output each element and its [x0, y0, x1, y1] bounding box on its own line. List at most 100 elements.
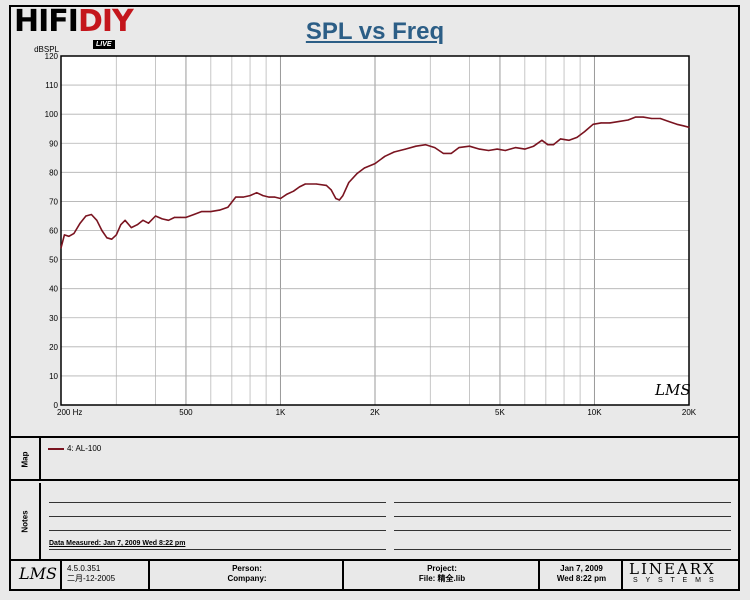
notes-label: Notes: [11, 483, 41, 559]
data-point: [279, 197, 282, 200]
data-point: [106, 237, 108, 239]
data-point: [227, 206, 229, 208]
data-point: [185, 216, 187, 218]
data-point: [262, 195, 264, 197]
version: 4.5.0.351: [67, 564, 101, 573]
data-point: [161, 218, 163, 220]
footer-logo-cell: LMS: [11, 559, 62, 589]
footer: [11, 559, 738, 590]
data-point: [73, 232, 75, 234]
data-point: [415, 145, 417, 147]
data-point: [338, 199, 340, 201]
data-point: [547, 144, 549, 146]
data-point: [174, 216, 176, 218]
data-point: [256, 192, 258, 194]
data-point: [292, 190, 295, 192]
data-point: [524, 148, 526, 150]
footer-version-cell: 4.5.0.351 二月-12-2005: [62, 559, 150, 589]
data-point: [60, 247, 62, 249]
data-point: [342, 195, 344, 197]
data-point: [179, 216, 181, 218]
data-point: [496, 148, 498, 150]
legend-entry: 4: AL-100: [67, 444, 102, 453]
data-point: [115, 234, 117, 236]
data-point: [63, 234, 65, 236]
y-tick-label: 110: [45, 81, 58, 90]
data-point: [111, 238, 113, 240]
data-point: [120, 224, 122, 226]
company-label: Company:: [227, 574, 267, 583]
data-point: [576, 136, 578, 138]
data-point: [600, 122, 602, 124]
y-tick-label: 120: [45, 52, 59, 61]
data-point: [274, 196, 276, 198]
data-point: [235, 196, 237, 198]
data-point: [335, 197, 337, 200]
data-point: [315, 183, 317, 185]
data-point: [434, 147, 436, 149]
data-point: [541, 139, 543, 141]
data-point: [688, 126, 690, 128]
project-label: Project:: [427, 564, 457, 573]
data-point: [634, 116, 637, 118]
data-point: [450, 152, 452, 154]
data-point: [330, 189, 332, 191]
legend-swatch: [48, 447, 64, 450]
data-point: [68, 235, 70, 237]
data-point: [136, 224, 138, 226]
data-point: [514, 147, 517, 149]
plot-border: [60, 55, 690, 406]
y-tick-label: 90: [49, 139, 58, 148]
data-point: [85, 215, 87, 217]
version-date: 二月-12-2005: [67, 574, 116, 583]
linearx-logo: LINEARX: [629, 560, 716, 578]
brand-logo: HIFIDIY: [14, 4, 134, 39]
data-point: [533, 145, 535, 147]
footer-time: Wed 8:22 pm: [556, 574, 607, 583]
data-point: [618, 120, 620, 122]
y-tick-label: 60: [49, 227, 58, 236]
lms-logo: LMS: [19, 564, 57, 583]
y-tick-label: 80: [49, 168, 58, 177]
x-tick-label: 500: [179, 408, 193, 417]
data-point: [210, 211, 212, 213]
data-point: [298, 186, 301, 188]
data-point: [304, 183, 306, 185]
data-point: [147, 222, 150, 224]
data-point: [242, 196, 244, 198]
data-point: [374, 163, 376, 165]
footer-project-cell: Project: File: 精全.lib: [344, 559, 540, 589]
y-tick-label: 30: [49, 314, 58, 323]
data-point: [676, 123, 678, 125]
x-tick-label: 10K: [587, 408, 602, 417]
data-point: [154, 215, 157, 217]
y-tick-label: 40: [49, 285, 58, 294]
data-point: [560, 138, 562, 140]
series-line: [60, 116, 690, 249]
data-point: [488, 149, 490, 152]
x-tick-label: 5K: [495, 408, 505, 417]
data-point: [96, 219, 98, 221]
footer-brand-cell: LINEARX S Y S T E M S: [623, 559, 738, 589]
chart-title: SPL vs Freq: [305, 18, 445, 45]
data-point: [642, 116, 644, 118]
map-label: Map: [11, 438, 41, 481]
data-point: [627, 119, 629, 121]
data-point: [200, 211, 202, 213]
note-line: [49, 516, 386, 517]
note-line: [49, 530, 386, 531]
y-tick-label: 20: [49, 343, 58, 352]
y-tick-label: 50: [49, 256, 58, 265]
data-point: [609, 122, 611, 124]
map-section: [11, 436, 738, 481]
y-tick-label: 100: [45, 110, 59, 119]
data-point: [393, 151, 395, 153]
y-axis-label: dBSPL: [34, 45, 59, 54]
x-tick-label: 20K: [682, 408, 697, 417]
data-point: [682, 125, 685, 127]
footer-date-cell: Jan 7, 2009 Wed 8:22 pm: [540, 559, 623, 589]
footer-person-cell: Person: Company:: [150, 559, 344, 589]
data-point: [325, 184, 327, 186]
x-tick-label: 200 Hz: [57, 408, 82, 417]
data-measured-text: Data Measured: Jan 7, 2009 Wed 8:22 pm: [49, 540, 186, 547]
